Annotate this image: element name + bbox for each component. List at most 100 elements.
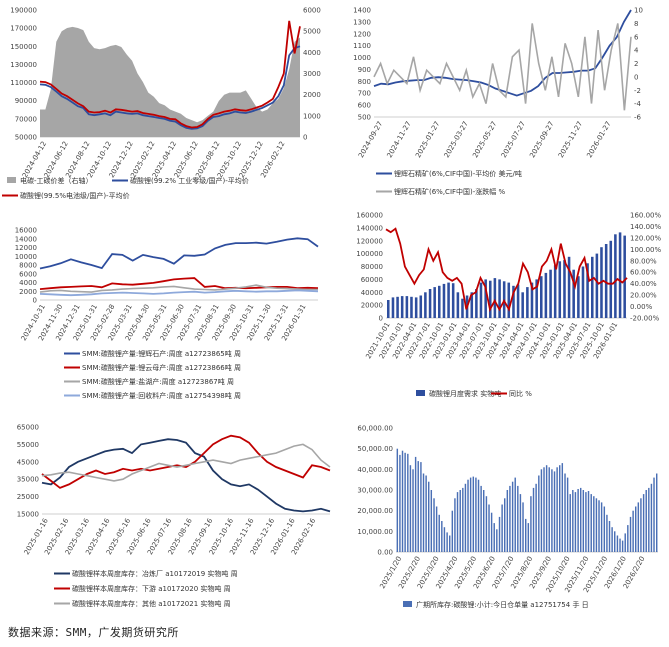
bar (404, 452, 406, 552)
bar (420, 462, 422, 552)
y-tick-label: 90000 (15, 97, 37, 105)
bar (623, 235, 626, 318)
legend-label: 碳酸锂(99.5%电池级/国产)-平均价 (20, 191, 130, 200)
bar (401, 450, 404, 552)
y-tick-label: 50000 (15, 134, 37, 142)
bar (498, 516, 501, 552)
chart-svg-2: 500 600 700 800 900 1000 1100 1200 1300 1400 -6 -4 -… (353, 7, 643, 197)
bar (600, 502, 603, 552)
y2-tick-label: 2000 (303, 91, 321, 99)
bar (642, 494, 645, 552)
y2-tick-label: 3000 (303, 70, 321, 78)
bar (595, 253, 599, 318)
y2-tick-label: 40.00% (630, 280, 657, 288)
y-tick-label: 500 (358, 114, 371, 122)
bar (407, 453, 409, 552)
bar (581, 266, 585, 318)
y2-tick-label: 0.00% (630, 303, 653, 311)
x-tick-label: 2024-11-27 (386, 120, 413, 159)
y2-tick-label: 2 (634, 60, 638, 68)
bar (609, 240, 613, 319)
bar (422, 473, 425, 552)
bar (587, 491, 590, 552)
bar (572, 490, 574, 552)
legend-label: 碳酸锂样本周度库存：冶炼厂 a10172019 实物吨 周 (72, 569, 238, 578)
y-tick-label: 800 (358, 78, 371, 86)
x-tick-label: 2025-05-27 (471, 120, 498, 159)
bar (419, 295, 423, 318)
bar (558, 261, 562, 318)
bar (559, 465, 561, 552)
y-tick-label: 2000 (19, 288, 37, 296)
legend-swatch (416, 390, 425, 396)
bar (472, 476, 475, 552)
bar (544, 272, 548, 318)
bar (618, 232, 622, 318)
chart-svg-6: 0.00 10,000.00 20,000.00 30,000.00 40,000.00… (357, 425, 658, 609)
series-line-2 (373, 23, 632, 111)
bar (464, 483, 467, 552)
bar (449, 535, 451, 552)
bar (509, 485, 511, 552)
x-tick-label: 2025-11-27 (557, 120, 584, 159)
bar (582, 490, 585, 552)
series-line-2 (41, 434, 331, 489)
y-tick-label: 1100 (353, 42, 371, 50)
y-tick-label: 55000 (17, 441, 39, 449)
bar (517, 485, 519, 552)
y-tick-label: 70000 (15, 115, 37, 123)
legend-swatch (7, 177, 16, 183)
bar (475, 477, 477, 552)
y-tick-label: 30,000.00 (357, 487, 393, 495)
chart-4-monthly-demand: 0 20000 40000 60000 80000 100000 120000 140000 1… (334, 210, 669, 410)
bar (551, 469, 553, 552)
bar (430, 490, 433, 552)
bar (387, 300, 390, 318)
series-line-3 (41, 443, 331, 482)
y-tick-label: 80000 (361, 263, 383, 271)
bar (516, 284, 520, 318)
y-tick-label: 60000 (361, 276, 383, 284)
y-tick-label: 20000 (361, 302, 383, 310)
bar (414, 297, 418, 318)
bar (405, 296, 409, 318)
y-tick-label: 10000 (15, 253, 37, 261)
y-tick-label: 40000 (361, 289, 383, 297)
y-tick-label: 1200 (353, 30, 371, 38)
bar (611, 527, 613, 552)
legend-label: 碳酸锂样本周度库存：其他 a10172021 实物吨 周 (72, 599, 231, 608)
chart-3-weekly-production: 0 2000 4000 6000 8000 10000 12000 14000 16000 202… (0, 210, 334, 410)
bar (614, 531, 616, 552)
y-tick-label: 4000 (19, 279, 37, 287)
y-tick-label: 15000 (17, 511, 39, 519)
y-tick-label: 190000 (10, 7, 37, 15)
x-tick-label: 2024-09-27 (357, 120, 384, 159)
y2-tick-label: -4 (634, 100, 642, 108)
y-tick-label: 100000 (356, 250, 383, 258)
bar (619, 538, 621, 552)
series-line-4 (39, 289, 319, 297)
bar (428, 289, 432, 318)
bar (435, 506, 438, 552)
y-tick-label: 130000 (10, 61, 37, 69)
chart-svg-1: 5000070000900001100001300001500001700001… (2, 7, 321, 200)
legend-label: 碳酸锂月度需求 实物吨 (429, 389, 501, 398)
bar (606, 514, 608, 552)
y-tick-label: 600 (358, 102, 371, 110)
chart-svg-5: 1500025000350004500055000650002025-01-16… (17, 424, 331, 608)
y2-tick-label: 60.00% (630, 269, 657, 277)
bar (598, 500, 600, 552)
bar (595, 498, 598, 552)
bar (461, 298, 464, 318)
y-tick-label: 65000 (17, 424, 39, 432)
y-tick-label: 110000 (10, 79, 37, 87)
y2-tick-label: 20.00% (630, 292, 657, 300)
chart-1-price-spread: 50000 70000 90000 110000 130000 150000 170000 1… (0, 0, 334, 210)
bar (525, 518, 527, 552)
bar (469, 477, 472, 552)
y2-tick-label: -2 (634, 87, 641, 95)
y-tick-label: 1000 (353, 54, 371, 62)
bar (514, 477, 516, 552)
bar (564, 473, 566, 552)
y2-tick-label: 4 (634, 47, 639, 55)
